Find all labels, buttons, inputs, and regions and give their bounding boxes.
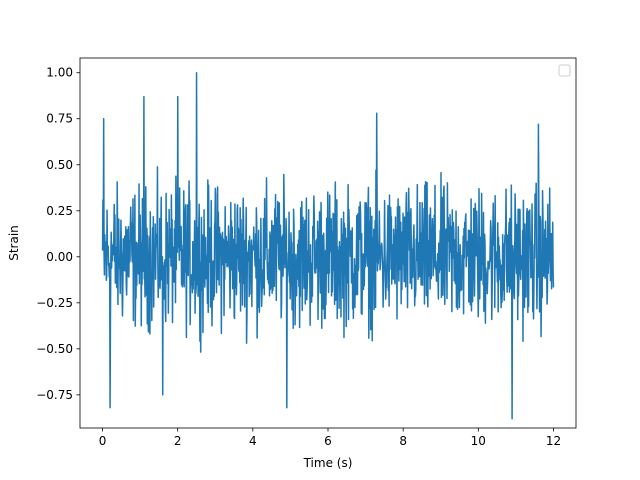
y-tick-label: −0.25 (36, 296, 73, 310)
y-tick-label: 1.00 (46, 66, 73, 80)
y-tick-label: −0.75 (36, 388, 73, 402)
y-axis: −0.75 −0.50 −0.25 0.00 0.25 0.50 0.75 1.00 (36, 66, 80, 402)
x-axis-label: Time (s) (303, 456, 353, 470)
plot-area (101, 71, 555, 420)
legend (558, 64, 571, 77)
x-tick-label: 4 (249, 434, 257, 448)
y-tick-label: −0.50 (36, 342, 73, 356)
x-tick-label: 2 (174, 434, 182, 448)
y-axis-label: Strain (7, 225, 21, 261)
x-tick-label: 8 (399, 434, 407, 448)
y-tick-label: 0.50 (46, 158, 73, 172)
y-tick-label: 0.75 (46, 112, 73, 126)
x-tick-label: 10 (471, 434, 486, 448)
x-axis: 0 2 4 6 8 10 12 (99, 428, 561, 448)
y-tick-label: 0.25 (46, 204, 73, 218)
x-tick-label: 6 (324, 434, 332, 448)
series-line (101, 71, 555, 420)
y-tick-label: 0.00 (46, 250, 73, 264)
x-tick-label: 12 (546, 434, 561, 448)
x-tick-label: 0 (99, 434, 107, 448)
